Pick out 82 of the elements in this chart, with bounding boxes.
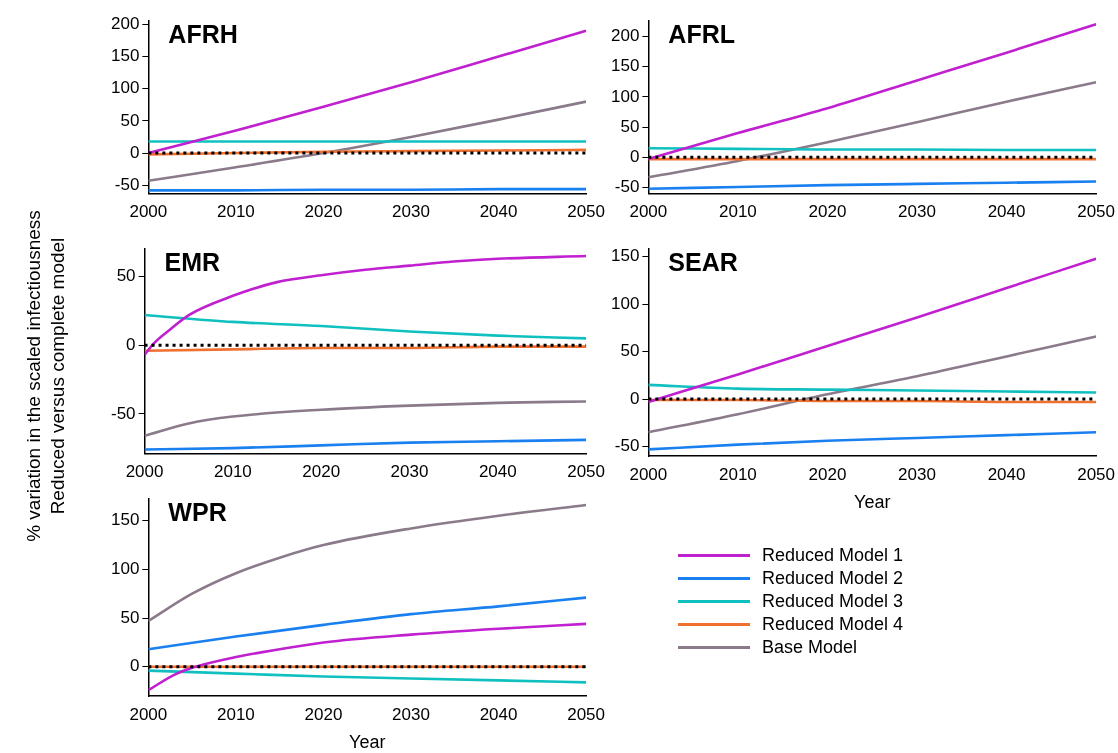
x-tick-label: 2020 (808, 464, 847, 484)
line-series (648, 430, 1097, 451)
legend-label: Reduced Model 4 (762, 614, 904, 635)
y-tick-label: 50 (116, 266, 136, 286)
line-series (648, 383, 1097, 394)
line-series (144, 400, 587, 438)
chart-title: AFRL (668, 19, 736, 48)
x-tick-label: 2020 (808, 202, 847, 222)
x-tick-label: 2040 (987, 202, 1026, 222)
x-tick-label: 2030 (898, 464, 936, 484)
line-series (648, 335, 1097, 434)
x-tick-label: 2020 (304, 202, 343, 222)
y-tick-label: 0 (629, 388, 640, 408)
x-tick-label: 2050 (1077, 202, 1115, 222)
x-tick-label: 2030 (392, 704, 430, 724)
x-axis-title: Year (854, 492, 891, 513)
x-tick-label: 2010 (719, 202, 757, 222)
y-tick-label: 50 (120, 110, 140, 130)
y-tick-label: 50 (620, 116, 640, 136)
x-tick-label: 2030 (392, 202, 430, 222)
x-tick-label: 2020 (302, 462, 341, 482)
line-series (648, 22, 1097, 161)
y-tick-label: 150 (610, 56, 640, 76)
line-series (148, 596, 587, 651)
x-tick-label: 2040 (479, 202, 518, 222)
line-series (148, 622, 587, 692)
y-tick-label: 150 (110, 46, 140, 66)
x-tick-label: 2040 (987, 464, 1026, 484)
y-tick-label: 200 (610, 26, 640, 46)
y-tick-label: 0 (129, 656, 140, 676)
chart-title: SEAR (668, 247, 738, 276)
y-tick-label: 100 (610, 86, 640, 106)
y-tick-label: 100 (110, 78, 140, 98)
x-tick-label: 2050 (1077, 464, 1115, 484)
y-tick-label: -50 (614, 436, 640, 456)
x-tick-label: 2030 (898, 202, 936, 222)
legend-label: Reduced Model 1 (762, 545, 904, 566)
x-tick-label: 2010 (213, 462, 252, 482)
y-tick-label: 0 (129, 142, 140, 162)
y-tick-label: -50 (614, 177, 640, 197)
line-series (144, 313, 587, 340)
x-tick-label: 2050 (567, 704, 605, 724)
y-axis-title: % variation in the scaled infectiousness Reduced versus complete model (22, 209, 69, 544)
line-series (648, 180, 1097, 191)
x-tick-label: 2050 (567, 462, 605, 482)
y-tick-label: 0 (126, 334, 136, 354)
y-tick-label: 150 (110, 510, 140, 530)
x-tick-label: 2020 (304, 704, 343, 724)
y-tick-label: 0 (629, 146, 640, 166)
x-tick-label: 2000 (129, 704, 168, 724)
x-tick-label: 2050 (567, 202, 605, 222)
y-tick-label: -50 (114, 174, 140, 194)
line-series (148, 669, 587, 684)
chart-title: EMR (164, 247, 221, 276)
x-tick-label: 2000 (629, 202, 668, 222)
y-tick-label: 150 (610, 246, 640, 266)
legend-label: Base Model (762, 637, 858, 658)
y-tick-label: 50 (620, 341, 640, 361)
line-series (148, 100, 587, 183)
line-series (148, 503, 587, 623)
x-tick-label: 2040 (479, 704, 518, 724)
line-series (648, 81, 1097, 179)
x-tick-label: 2030 (390, 462, 429, 482)
x-tick-label: 2000 (125, 462, 164, 482)
legend-label: Reduced Model 2 (762, 568, 904, 589)
y-tick-label: 100 (110, 559, 140, 579)
x-tick-label: 2010 (217, 704, 255, 724)
y-tick-label: 100 (610, 293, 640, 313)
y-tick-label: -50 (110, 403, 136, 423)
line-series (144, 438, 587, 451)
x-tick-label: 2040 (478, 462, 517, 482)
y-tick-label: 50 (120, 607, 140, 627)
x-axis-title: Year (349, 732, 386, 753)
x-tick-label: 2000 (129, 202, 168, 222)
chart-title: WPR (168, 497, 227, 526)
chart-title: AFRH (168, 19, 238, 48)
y-tick-label: 200 (110, 14, 140, 34)
x-tick-label: 2010 (217, 202, 255, 222)
line-series (144, 254, 587, 357)
legend-label: Reduced Model 3 (762, 591, 904, 612)
x-tick-label: 2010 (719, 464, 757, 484)
x-tick-label: 2000 (629, 464, 668, 484)
